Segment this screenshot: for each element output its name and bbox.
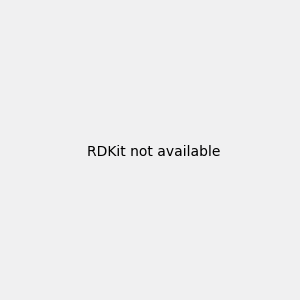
Text: RDKit not available: RDKit not available — [87, 145, 220, 158]
